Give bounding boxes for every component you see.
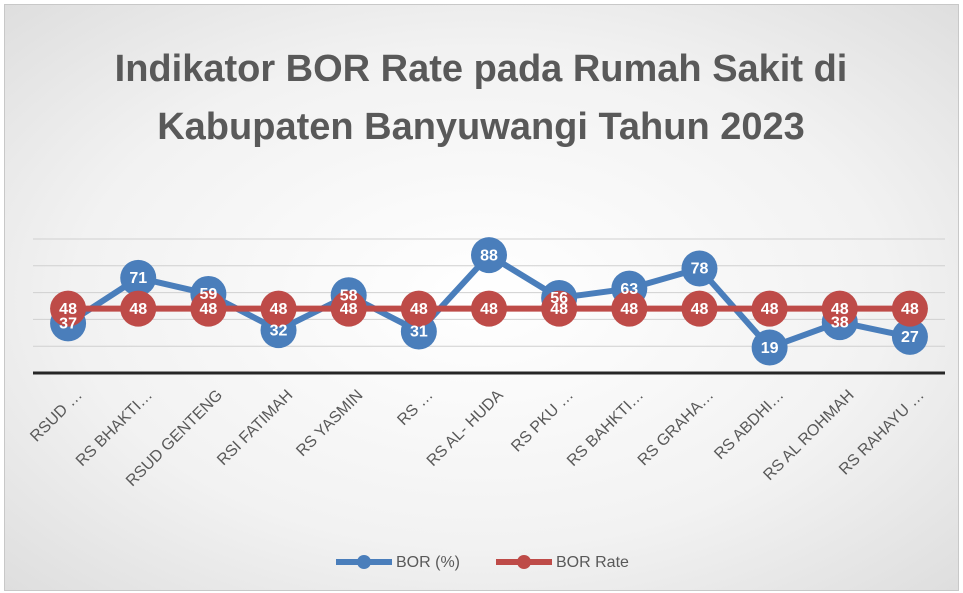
data-label: 48	[340, 301, 358, 318]
data-point	[471, 237, 507, 274]
data-point	[751, 329, 788, 366]
data-label: 48	[550, 301, 568, 318]
legend-marker	[357, 555, 371, 569]
data-point	[50, 290, 87, 327]
data-label: 48	[480, 301, 498, 318]
x-tick-label: RS YASMIN	[293, 387, 366, 460]
legend-label: BOR (%)	[396, 554, 460, 571]
data-label: 78	[691, 261, 709, 278]
data-point	[120, 259, 157, 296]
x-tick-label: RS ABDHI…	[711, 387, 787, 463]
data-point	[400, 290, 437, 327]
data-point	[821, 290, 858, 327]
data-point	[260, 290, 297, 327]
data-label: 32	[270, 322, 288, 339]
data-label: 48	[691, 301, 709, 318]
data-label: 48	[761, 301, 779, 318]
x-tick-label: RSUD …	[27, 387, 86, 446]
data-label: 19	[761, 340, 779, 357]
data-point	[120, 290, 157, 327]
legend-marker	[517, 555, 531, 569]
x-tick-label: RSI FATIMAH	[214, 387, 296, 469]
data-label: 59	[199, 286, 217, 303]
data-point	[190, 290, 227, 327]
data-label: 48	[199, 301, 217, 318]
x-tick-label: RS GRAHA…	[635, 387, 717, 469]
data-point	[891, 318, 928, 355]
data-point	[681, 250, 718, 287]
data-point	[681, 290, 718, 327]
data-point	[471, 290, 507, 327]
data-label: 48	[901, 301, 919, 318]
data-label: 31	[410, 324, 428, 341]
data-label: 56	[550, 290, 568, 307]
data-point	[330, 290, 367, 327]
data-point	[611, 290, 648, 327]
x-tick-label: RS …	[394, 387, 436, 429]
data-label: 27	[901, 329, 919, 346]
data-point	[891, 290, 928, 327]
data-label: 63	[620, 281, 638, 298]
data-label: 71	[129, 270, 147, 287]
data-label: 37	[59, 316, 77, 333]
x-tick-label: RS PKU …	[508, 387, 577, 456]
data-label: 48	[620, 301, 638, 318]
chart-title: Indikator BOR Rate pada Rumah Sakit di K…	[114, 48, 848, 148]
data-label: 38	[831, 314, 849, 331]
data-point	[541, 290, 578, 327]
data-label: 48	[831, 301, 849, 318]
legend-label: BOR Rate	[556, 554, 629, 571]
data-label: 58	[340, 287, 358, 304]
data-label: 48	[270, 301, 288, 318]
data-label: 48	[129, 301, 147, 318]
data-label: 48	[59, 301, 77, 318]
data-label: 48	[410, 301, 428, 318]
data-point	[751, 290, 788, 327]
data-label: 88	[480, 247, 498, 264]
